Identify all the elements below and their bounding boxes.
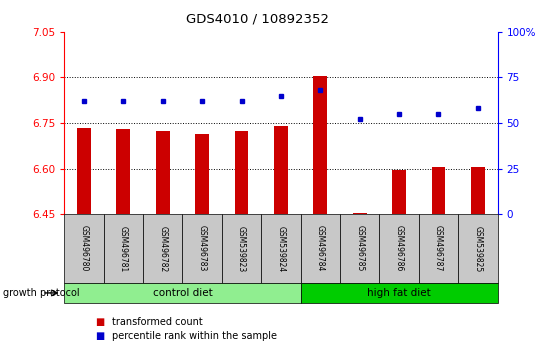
- Text: ■: ■: [95, 317, 105, 327]
- Text: GSM539825: GSM539825: [473, 225, 482, 272]
- Text: GSM539823: GSM539823: [237, 225, 246, 272]
- Text: GSM539824: GSM539824: [276, 225, 286, 272]
- Bar: [353, 213, 367, 214]
- Text: growth protocol: growth protocol: [3, 288, 79, 298]
- Bar: [156, 131, 169, 214]
- Bar: [471, 167, 485, 214]
- Bar: [392, 170, 406, 214]
- Bar: [432, 167, 446, 214]
- Bar: [235, 131, 248, 214]
- Text: GSM496782: GSM496782: [158, 225, 167, 272]
- Text: GSM496783: GSM496783: [198, 225, 207, 272]
- Text: GSM496781: GSM496781: [119, 225, 128, 272]
- Bar: [77, 127, 91, 214]
- Text: GSM496786: GSM496786: [395, 225, 404, 272]
- Bar: [116, 129, 130, 214]
- Bar: [274, 126, 288, 214]
- Text: percentile rank within the sample: percentile rank within the sample: [112, 331, 277, 341]
- Bar: [195, 134, 209, 214]
- Text: GSM496785: GSM496785: [355, 225, 364, 272]
- Bar: [314, 76, 327, 214]
- Text: GSM496780: GSM496780: [79, 225, 88, 272]
- Text: high fat diet: high fat diet: [367, 288, 431, 298]
- Text: GDS4010 / 10892352: GDS4010 / 10892352: [186, 12, 329, 25]
- Text: transformed count: transformed count: [112, 317, 202, 327]
- Text: GSM496787: GSM496787: [434, 225, 443, 272]
- Text: ■: ■: [95, 331, 105, 341]
- Text: GSM496784: GSM496784: [316, 225, 325, 272]
- Text: control diet: control diet: [153, 288, 212, 298]
